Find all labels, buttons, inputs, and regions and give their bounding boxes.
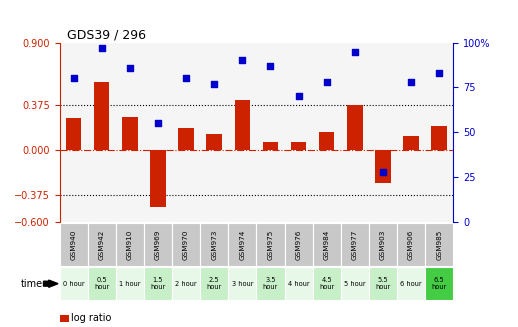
Text: 5.5
hour: 5.5 hour bbox=[376, 277, 391, 290]
FancyBboxPatch shape bbox=[284, 223, 313, 266]
FancyBboxPatch shape bbox=[200, 267, 228, 300]
Bar bbox=[375, 150, 391, 183]
Text: GSM942: GSM942 bbox=[99, 229, 105, 260]
Point bbox=[435, 71, 443, 76]
Point bbox=[323, 79, 331, 85]
Text: 1 hour: 1 hour bbox=[119, 281, 140, 287]
Point bbox=[238, 58, 247, 63]
FancyBboxPatch shape bbox=[425, 267, 453, 300]
Text: 2 hour: 2 hour bbox=[175, 281, 197, 287]
Text: GSM903: GSM903 bbox=[380, 229, 386, 260]
Text: time: time bbox=[21, 279, 43, 289]
FancyBboxPatch shape bbox=[284, 267, 313, 300]
Point bbox=[407, 79, 415, 85]
Bar bbox=[178, 128, 194, 150]
FancyBboxPatch shape bbox=[397, 267, 425, 300]
Bar bbox=[404, 136, 419, 150]
Text: GSM976: GSM976 bbox=[296, 229, 301, 260]
Bar bbox=[94, 82, 109, 150]
FancyBboxPatch shape bbox=[144, 267, 172, 300]
FancyBboxPatch shape bbox=[397, 223, 425, 266]
FancyBboxPatch shape bbox=[256, 223, 284, 266]
FancyBboxPatch shape bbox=[172, 223, 200, 266]
Point bbox=[379, 169, 387, 175]
FancyBboxPatch shape bbox=[369, 223, 397, 266]
Bar bbox=[263, 142, 278, 150]
FancyBboxPatch shape bbox=[116, 267, 144, 300]
Text: GSM973: GSM973 bbox=[211, 229, 217, 260]
FancyBboxPatch shape bbox=[369, 267, 397, 300]
FancyBboxPatch shape bbox=[60, 223, 88, 266]
Text: 3.5
hour: 3.5 hour bbox=[263, 277, 278, 290]
Point bbox=[266, 63, 275, 69]
Point bbox=[69, 76, 78, 81]
Text: 6.5
hour: 6.5 hour bbox=[431, 277, 447, 290]
Text: 2.5
hour: 2.5 hour bbox=[207, 277, 222, 290]
FancyBboxPatch shape bbox=[341, 267, 369, 300]
FancyBboxPatch shape bbox=[313, 223, 341, 266]
Bar bbox=[122, 117, 138, 150]
Point bbox=[97, 45, 106, 51]
FancyBboxPatch shape bbox=[228, 267, 256, 300]
Text: 4.5
hour: 4.5 hour bbox=[319, 277, 334, 290]
Bar bbox=[66, 118, 81, 150]
FancyBboxPatch shape bbox=[425, 223, 453, 266]
Text: log ratio: log ratio bbox=[71, 314, 111, 323]
Bar bbox=[291, 142, 306, 150]
Bar bbox=[207, 134, 222, 150]
FancyBboxPatch shape bbox=[228, 223, 256, 266]
FancyBboxPatch shape bbox=[172, 267, 200, 300]
FancyBboxPatch shape bbox=[256, 267, 284, 300]
Point bbox=[294, 94, 303, 99]
Text: GDS39 / 296: GDS39 / 296 bbox=[67, 28, 147, 41]
Text: GSM940: GSM940 bbox=[70, 229, 77, 260]
Text: GSM974: GSM974 bbox=[239, 229, 246, 260]
Text: 4 hour: 4 hour bbox=[288, 281, 309, 287]
Text: 3 hour: 3 hour bbox=[232, 281, 253, 287]
Text: GSM970: GSM970 bbox=[183, 229, 189, 260]
FancyBboxPatch shape bbox=[88, 223, 116, 266]
FancyBboxPatch shape bbox=[116, 223, 144, 266]
Bar bbox=[319, 132, 335, 150]
Point bbox=[210, 81, 219, 86]
Text: GSM969: GSM969 bbox=[155, 229, 161, 260]
Text: 6 hour: 6 hour bbox=[400, 281, 422, 287]
Text: 5 hour: 5 hour bbox=[344, 281, 366, 287]
Text: GSM985: GSM985 bbox=[436, 229, 442, 260]
FancyBboxPatch shape bbox=[341, 223, 369, 266]
Bar bbox=[235, 100, 250, 150]
Bar bbox=[431, 127, 447, 150]
Text: GSM977: GSM977 bbox=[352, 229, 358, 260]
FancyBboxPatch shape bbox=[144, 223, 172, 266]
FancyBboxPatch shape bbox=[313, 267, 341, 300]
Point bbox=[126, 65, 134, 70]
Text: GSM984: GSM984 bbox=[324, 229, 330, 260]
Point bbox=[351, 49, 359, 54]
FancyBboxPatch shape bbox=[200, 223, 228, 266]
Text: GSM975: GSM975 bbox=[267, 229, 274, 260]
Text: GSM906: GSM906 bbox=[408, 229, 414, 260]
Text: 0.5
hour: 0.5 hour bbox=[94, 277, 109, 290]
Text: 0 hour: 0 hour bbox=[63, 281, 84, 287]
FancyBboxPatch shape bbox=[60, 267, 88, 300]
Bar bbox=[150, 150, 166, 207]
FancyBboxPatch shape bbox=[88, 267, 116, 300]
Point bbox=[182, 76, 190, 81]
Bar bbox=[347, 105, 363, 150]
Point bbox=[154, 121, 162, 126]
Text: 1.5
hour: 1.5 hour bbox=[150, 277, 166, 290]
Text: GSM910: GSM910 bbox=[127, 229, 133, 260]
